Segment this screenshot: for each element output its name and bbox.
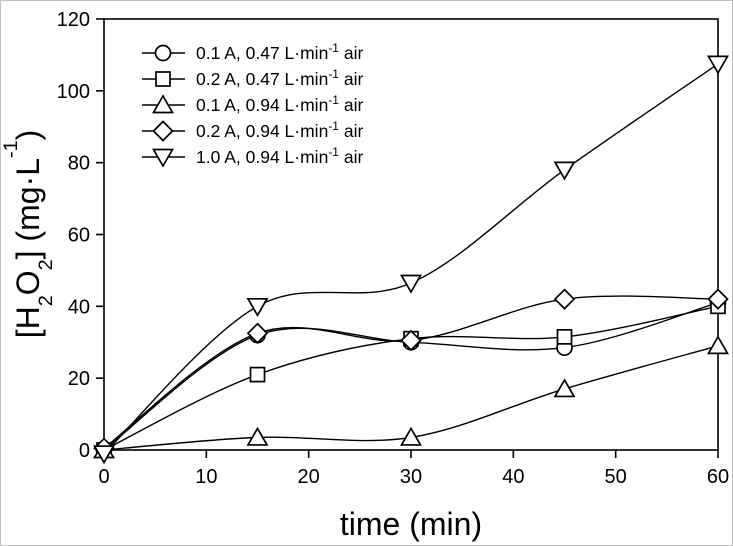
data-point-triangle-down [707, 55, 729, 75]
y-axis-title-part: 2 [34, 259, 57, 271]
legend-label: 0.2 A, 0.94 L·min-1 air [196, 119, 363, 141]
data-point-diamond [707, 288, 729, 310]
legend-marker-triangle-up [152, 94, 174, 114]
y-tick-label: 20 [68, 368, 90, 390]
legend: 0.1 A, 0.47 L·min-1 air 0.2 A, 0.47 L·min… [142, 41, 363, 168]
x-tick-label: 50 [605, 466, 627, 488]
y-axis-title-part: O [9, 270, 46, 296]
y-axis-ticks: 0 20 40 60 80 100 120 [57, 9, 104, 462]
x-tick-label: 10 [195, 466, 217, 488]
y-tick-label: 60 [68, 225, 90, 247]
series-markers [93, 55, 729, 465]
x-tick-label: 20 [298, 466, 320, 488]
x-tick-label: 30 [400, 466, 422, 488]
legend-label: 0.1 A, 0.94 L·min-1 air [196, 93, 363, 115]
data-point-diamond [553, 288, 576, 310]
y-tick-label: 120 [57, 9, 90, 31]
y-tick-label: 100 [57, 81, 90, 103]
y-tick-label: 40 [68, 296, 90, 318]
y-axis-title-part: ) [9, 129, 46, 141]
x-tick-label: 60 [707, 466, 729, 488]
x-axis-title: time (min) [339, 506, 483, 542]
legend-marker-diamond [152, 120, 174, 142]
legend-item-diamond: 0.2 A, 0.94 L·min-1 air [142, 119, 363, 142]
y-axis-title: [H2O2] (mg·L-1) [1, 129, 57, 339]
data-point-diamond [400, 329, 422, 352]
legend-label: 0.2 A, 0.47 L·min-1 air [196, 67, 363, 89]
legend-label: 0.1 A, 0.47 L·min-1 air [196, 41, 363, 63]
legend-item-triangle-up: 0.1 A, 0.94 L·min-1 air [142, 93, 363, 115]
legend-marker-circle [154, 44, 172, 62]
x-tick-label: 0 [98, 466, 109, 488]
x-tick-label: 40 [502, 466, 524, 488]
legend-item-square: 0.2 A, 0.47 L·min-1 air [142, 67, 363, 89]
legend-marker-square [155, 71, 171, 87]
data-point-triangle-down [93, 445, 115, 465]
data-point-square [556, 329, 573, 345]
data-point-triangle-down [553, 161, 576, 181]
data-point-triangle-down [246, 297, 269, 318]
y-tick-label: 0 [79, 440, 90, 462]
x-axis-ticks: 0 10 20 30 40 50 60 [98, 450, 729, 488]
y-axis-title-part: -1 [0, 140, 23, 158]
data-point-triangle-up [246, 426, 269, 446]
legend-marker-triangle-down [152, 148, 174, 168]
legend-item-circle: 0.1 A, 0.47 L·min-1 air [142, 41, 363, 63]
data-point-square [249, 366, 266, 383]
data-point-triangle-up [707, 335, 729, 355]
y-tick-label: 80 [68, 153, 90, 175]
data-point-triangle-down [400, 274, 422, 294]
data-point-triangle-up [553, 378, 576, 398]
y-axis-title-part: ] (mg·L [9, 158, 46, 260]
legend-item-triangle-down: 1.0 A, 0.94 L·min-1 air [142, 145, 363, 168]
legend-label: 1.0 A, 0.94 L·min-1 air [196, 145, 363, 167]
y-axis-title-part: 2 [34, 295, 57, 307]
data-point-diamond [246, 322, 269, 344]
plot-frame [103, 18, 719, 451]
y-axis-title-part: [H [9, 306, 46, 339]
data-point-triangle-up [400, 426, 422, 446]
